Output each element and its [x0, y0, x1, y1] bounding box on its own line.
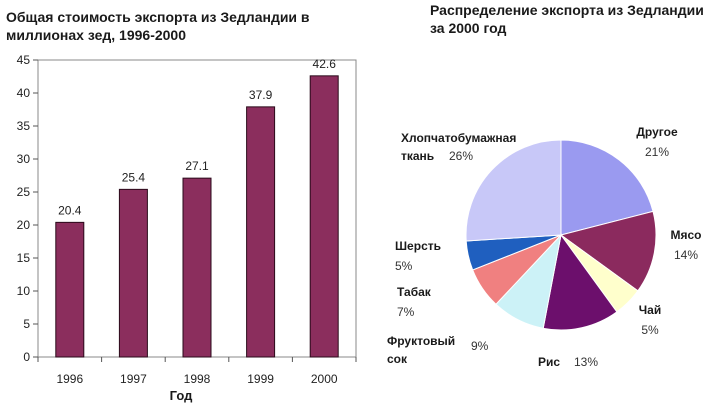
x-tick-label: 1999	[247, 372, 274, 386]
pie-slice-label: Табак	[397, 285, 432, 299]
bar-chart-title-line-2: миллионах зед, 1996-2000	[6, 27, 186, 43]
bar-data-label: 25.4	[122, 170, 146, 184]
pie-slice	[542, 233, 618, 331]
pie-slice-percent: 7%	[397, 305, 415, 319]
bar	[309, 75, 339, 358]
bar	[118, 188, 148, 358]
pie-slice-percent: 5%	[641, 323, 659, 337]
y-tick-label: 15	[17, 251, 31, 265]
pie-slice-percent: 26%	[449, 149, 473, 163]
pie-slice-label: Шерсть	[395, 239, 441, 253]
pie-slice-label: сок	[387, 352, 408, 366]
bar-plot-area: 0 5 10 15 20 25 30 35 40 45 20.4 1996 25.4 1997 27.1 19…	[17, 53, 357, 386]
pie-slice-percent: 9%	[471, 339, 489, 353]
x-tick-label: 2000	[311, 372, 338, 386]
pie-slice	[465, 139, 562, 242]
pie-slice	[559, 210, 657, 292]
bar-data-label: 42.6	[313, 57, 337, 71]
x-axis-label: Год	[170, 388, 193, 403]
pie-slice-label: Чай	[639, 303, 661, 317]
y-tick-label: 10	[17, 284, 31, 298]
pie-slice-label: Хлопчатобумажная	[401, 131, 516, 145]
pie-slice-percent: 5%	[395, 259, 413, 273]
y-tick-label: 0	[23, 350, 30, 364]
bar	[55, 221, 85, 358]
bar-data-label: 27.1	[185, 159, 209, 173]
y-tick-label: 25	[17, 185, 31, 199]
pie-slice-label: Фруктовый	[387, 334, 455, 348]
bar-data-label: 20.4	[58, 203, 82, 217]
bar-chart-title-line-1: Общая стоимость экспорта из Зедландии в	[6, 9, 310, 25]
bar	[182, 177, 212, 358]
bar-data-label: 37.9	[249, 88, 273, 102]
pie-slice-label: ткань	[401, 149, 434, 163]
x-tick-label: 1997	[120, 372, 147, 386]
pie-slice-percent: 13%	[574, 355, 598, 369]
pie-slice-label: Мясо	[670, 228, 701, 242]
y-tick-label: 30	[17, 152, 31, 166]
pie-slice	[560, 139, 654, 236]
bar	[246, 106, 276, 358]
pie-chart-title-line-1: Распределение экспорта из Зедландии	[430, 2, 704, 18]
pie-slice-percent: 21%	[645, 145, 669, 159]
y-tick-label: 40	[17, 86, 31, 100]
pie-chart-title-line-2: за 2000 год	[430, 20, 506, 36]
pie-slice-label: Рис	[538, 355, 560, 369]
y-tick-label: 20	[17, 218, 31, 232]
y-tick-label: 5	[23, 317, 30, 331]
y-tick-label: 45	[17, 53, 31, 67]
x-tick-label: 1996	[56, 372, 83, 386]
x-tick-label: 1998	[184, 372, 211, 386]
pie-slice-label: Другое	[636, 125, 678, 139]
pie-slice-percent: 14%	[674, 248, 698, 262]
pie-plot-area: Другое 21% Мясо 14% Чай 5% Рис 13% Фруктовый сок 9…	[387, 125, 702, 369]
y-tick-label: 35	[17, 119, 31, 133]
